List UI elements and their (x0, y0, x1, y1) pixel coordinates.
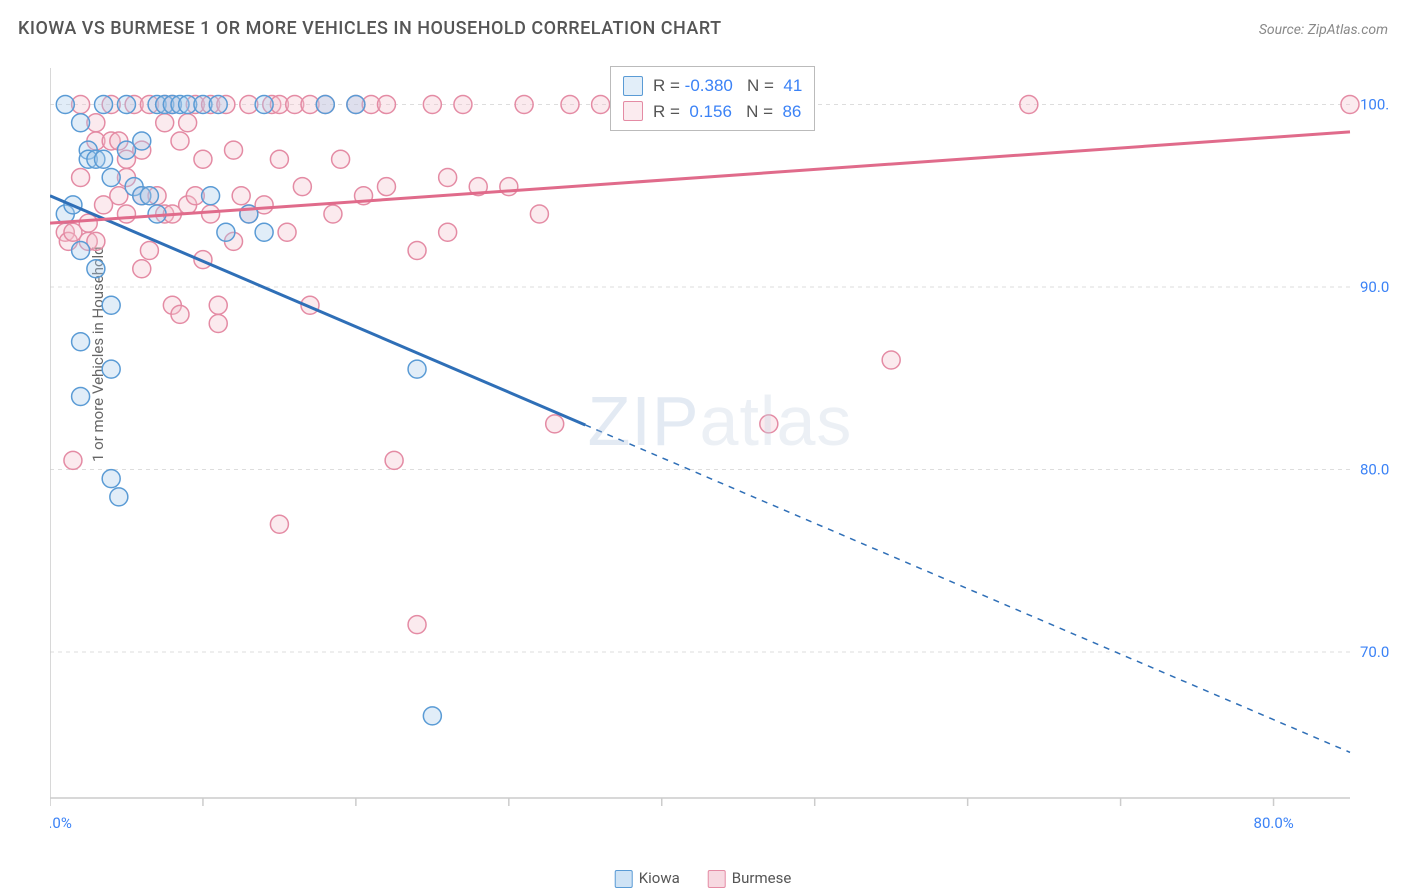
svg-text:70.0%: 70.0% (1360, 643, 1390, 661)
scatter-point (194, 150, 212, 168)
scatter-point (117, 96, 135, 114)
scatter-point (140, 187, 158, 205)
scatter-point (72, 333, 90, 351)
scatter-point (102, 470, 120, 488)
scatter-point (225, 141, 243, 159)
legend-item: Burmese (708, 869, 792, 888)
scatter-point (439, 223, 457, 241)
scatter-point (423, 707, 441, 725)
source-label: Source: ZipAtlas.com (1259, 22, 1388, 38)
scatter-point (95, 150, 113, 168)
legend-item: Kiowa (615, 869, 680, 888)
scatter-point (530, 205, 548, 223)
scatter-point (385, 451, 403, 469)
scatter-point (72, 388, 90, 406)
scatter-point (209, 296, 227, 314)
scatter-point (324, 205, 342, 223)
stats-legend: R = -0.380 N = 41R = 0.156 N = 86 (610, 66, 815, 131)
scatter-point (95, 96, 113, 114)
scatter-point (117, 205, 135, 223)
scatter-point (546, 415, 564, 433)
scatter-point (232, 187, 250, 205)
scatter-point (87, 260, 105, 278)
scatter-point (347, 96, 365, 114)
svg-text:80.0%: 80.0% (1254, 814, 1294, 832)
scatter-point (408, 616, 426, 634)
scatter-point (255, 223, 273, 241)
scatter-point (140, 242, 158, 260)
scatter-point (102, 296, 120, 314)
scatter-point (110, 488, 128, 506)
scatter-point (408, 360, 426, 378)
scatter-point (1020, 96, 1038, 114)
scatter-point (1341, 96, 1359, 114)
scatter-point (500, 178, 518, 196)
trend-line (50, 132, 1350, 223)
scatter-point (64, 451, 82, 469)
scatter-point (72, 242, 90, 260)
scatter-point (171, 305, 189, 323)
scatter-point (592, 96, 610, 114)
scatter-point (377, 96, 395, 114)
scatter-point (278, 223, 296, 241)
scatter-point (561, 96, 579, 114)
scatter-point (209, 315, 227, 333)
trend-line (50, 196, 585, 425)
scatter-point (56, 96, 74, 114)
scatter-point (79, 214, 97, 232)
scatter-point (760, 415, 778, 433)
trend-line-dashed (585, 425, 1350, 752)
scatter-point (515, 96, 533, 114)
scatter-point (217, 223, 235, 241)
scatter-point (72, 169, 90, 187)
scatter-point (882, 351, 900, 369)
scatter-point (293, 178, 311, 196)
scatter-point (171, 132, 189, 150)
bottom-legend: Kiowa Burmese (615, 869, 792, 888)
svg-text:90.0%: 90.0% (1360, 278, 1390, 296)
svg-text:0.0%: 0.0% (50, 814, 72, 832)
scatter-point (156, 114, 174, 132)
scatter-point (102, 169, 120, 187)
scatter-point (408, 242, 426, 260)
scatter-point (454, 96, 472, 114)
scatter-point (202, 187, 220, 205)
plot-area: 1 or more Vehicles in Household 70.0%80.… (50, 58, 1390, 848)
scatter-point (255, 96, 273, 114)
scatter-point (72, 114, 90, 132)
chart-title: KIOWA VS BURMESE 1 OR MORE VEHICLES IN H… (18, 18, 722, 39)
svg-text:80.0%: 80.0% (1360, 461, 1390, 479)
scatter-point (316, 96, 334, 114)
scatter-point (270, 515, 288, 533)
stats-row: R = 0.156 N = 86 (623, 99, 802, 125)
scatter-point (179, 114, 197, 132)
stats-row: R = -0.380 N = 41 (623, 73, 802, 99)
scatter-point (332, 150, 350, 168)
scatter-point (377, 178, 395, 196)
scatter-point (133, 132, 151, 150)
svg-text:100.0%: 100.0% (1360, 96, 1390, 114)
scatter-point (270, 150, 288, 168)
scatter-point (209, 96, 227, 114)
scatter-point (202, 205, 220, 223)
scatter-plot-svg: 70.0% 80.0% 90.0% 100.0% 0.0% 80.0% (50, 58, 1390, 848)
scatter-point (439, 169, 457, 187)
scatter-point (423, 96, 441, 114)
scatter-point (102, 360, 120, 378)
scatter-point (133, 260, 151, 278)
